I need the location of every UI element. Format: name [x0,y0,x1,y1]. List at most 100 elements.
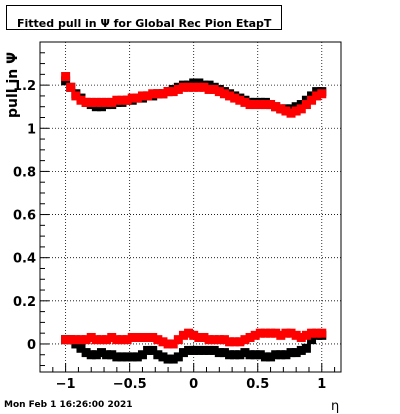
data-point [66,82,76,92]
data-point [86,332,96,342]
data-point [158,89,168,99]
data-point [199,332,209,342]
data-point [86,97,96,107]
data-point [76,95,86,105]
data-point [137,350,147,360]
data-point [71,335,81,345]
data-point [173,335,183,345]
data-point [143,345,153,355]
data-point [168,354,178,364]
data-point [296,104,306,114]
data-point [235,337,245,347]
data-point [240,97,250,107]
data-point [276,350,286,360]
data-point [76,343,86,353]
data-point [178,330,188,340]
y-tick-label: 0.4 [13,252,36,267]
data-point [184,328,194,338]
data-point [260,352,270,362]
data-point [81,348,91,358]
x-tick-label: −1 [56,377,76,392]
data-point [199,345,209,355]
data-point [317,89,327,99]
data-point [148,345,158,355]
data-point [158,352,168,362]
data-point [153,350,163,360]
plot-frame [39,41,342,373]
data-point [173,352,183,362]
y-tick-label: 1 [27,122,36,137]
data-point [307,95,317,105]
data-point [276,330,286,340]
data-point [271,350,281,360]
data-point [137,91,147,101]
y-tick-label: 0.2 [13,295,36,310]
data-point [96,97,106,107]
data-point [214,348,224,358]
chart-title-box: Fitted pull in Ψ for Global Rec Pion Eta… [6,5,282,30]
data-point [127,352,137,362]
data-point [312,91,322,101]
data-point [189,345,199,355]
data-point [148,332,158,342]
data-point [204,84,214,94]
data-point [225,350,235,360]
data-point [291,106,301,116]
x-axis-label: η [331,399,340,414]
data-point [194,82,204,92]
data-point [163,354,173,364]
data-point [214,87,224,97]
data-point [107,97,117,107]
x-tick-label: 0.5 [246,377,269,392]
data-point [163,339,173,349]
chart-title: Fitted pull in Ψ for Global Rec Pion Eta… [17,17,272,30]
y-tick-label: 0.8 [13,165,36,180]
data-point [61,72,71,82]
data-point [255,350,265,360]
data-point [107,332,117,342]
data-point [240,348,250,358]
data-point [122,95,132,105]
data-point [286,108,296,118]
x-tick-label: −0.5 [113,377,147,392]
data-point [214,335,224,345]
data-point [178,348,188,358]
data-point [209,345,219,355]
data-point [235,350,245,360]
y-tick-label: 0 [27,338,36,353]
data-point [281,328,291,338]
data-point [96,335,106,345]
data-point [122,352,132,362]
y-axis-label: pull in Ψ [5,52,21,118]
data-point [230,337,240,347]
data-point [61,335,71,345]
data-point [301,100,311,110]
data-point [81,97,91,107]
data-point [153,89,163,99]
data-point [209,84,219,94]
data-point [102,97,112,107]
data-point [245,332,255,342]
data-point [148,89,158,99]
data-point [307,328,317,338]
data-point [199,82,209,92]
data-point [296,332,306,342]
data-point [102,335,112,345]
data-point [219,89,229,99]
data-point [266,328,276,338]
data-point [86,350,96,360]
data-point [291,348,301,358]
y-tick-label: 0.6 [13,209,36,224]
data-point [76,335,86,345]
data-point [107,350,117,360]
data-point [168,339,178,349]
data-point [153,335,163,345]
data-point [184,82,194,92]
data-point [168,87,178,97]
data-point [112,352,122,362]
data-point [245,350,255,360]
data-point [317,328,327,338]
data-point [91,335,101,345]
data-point [286,348,296,358]
